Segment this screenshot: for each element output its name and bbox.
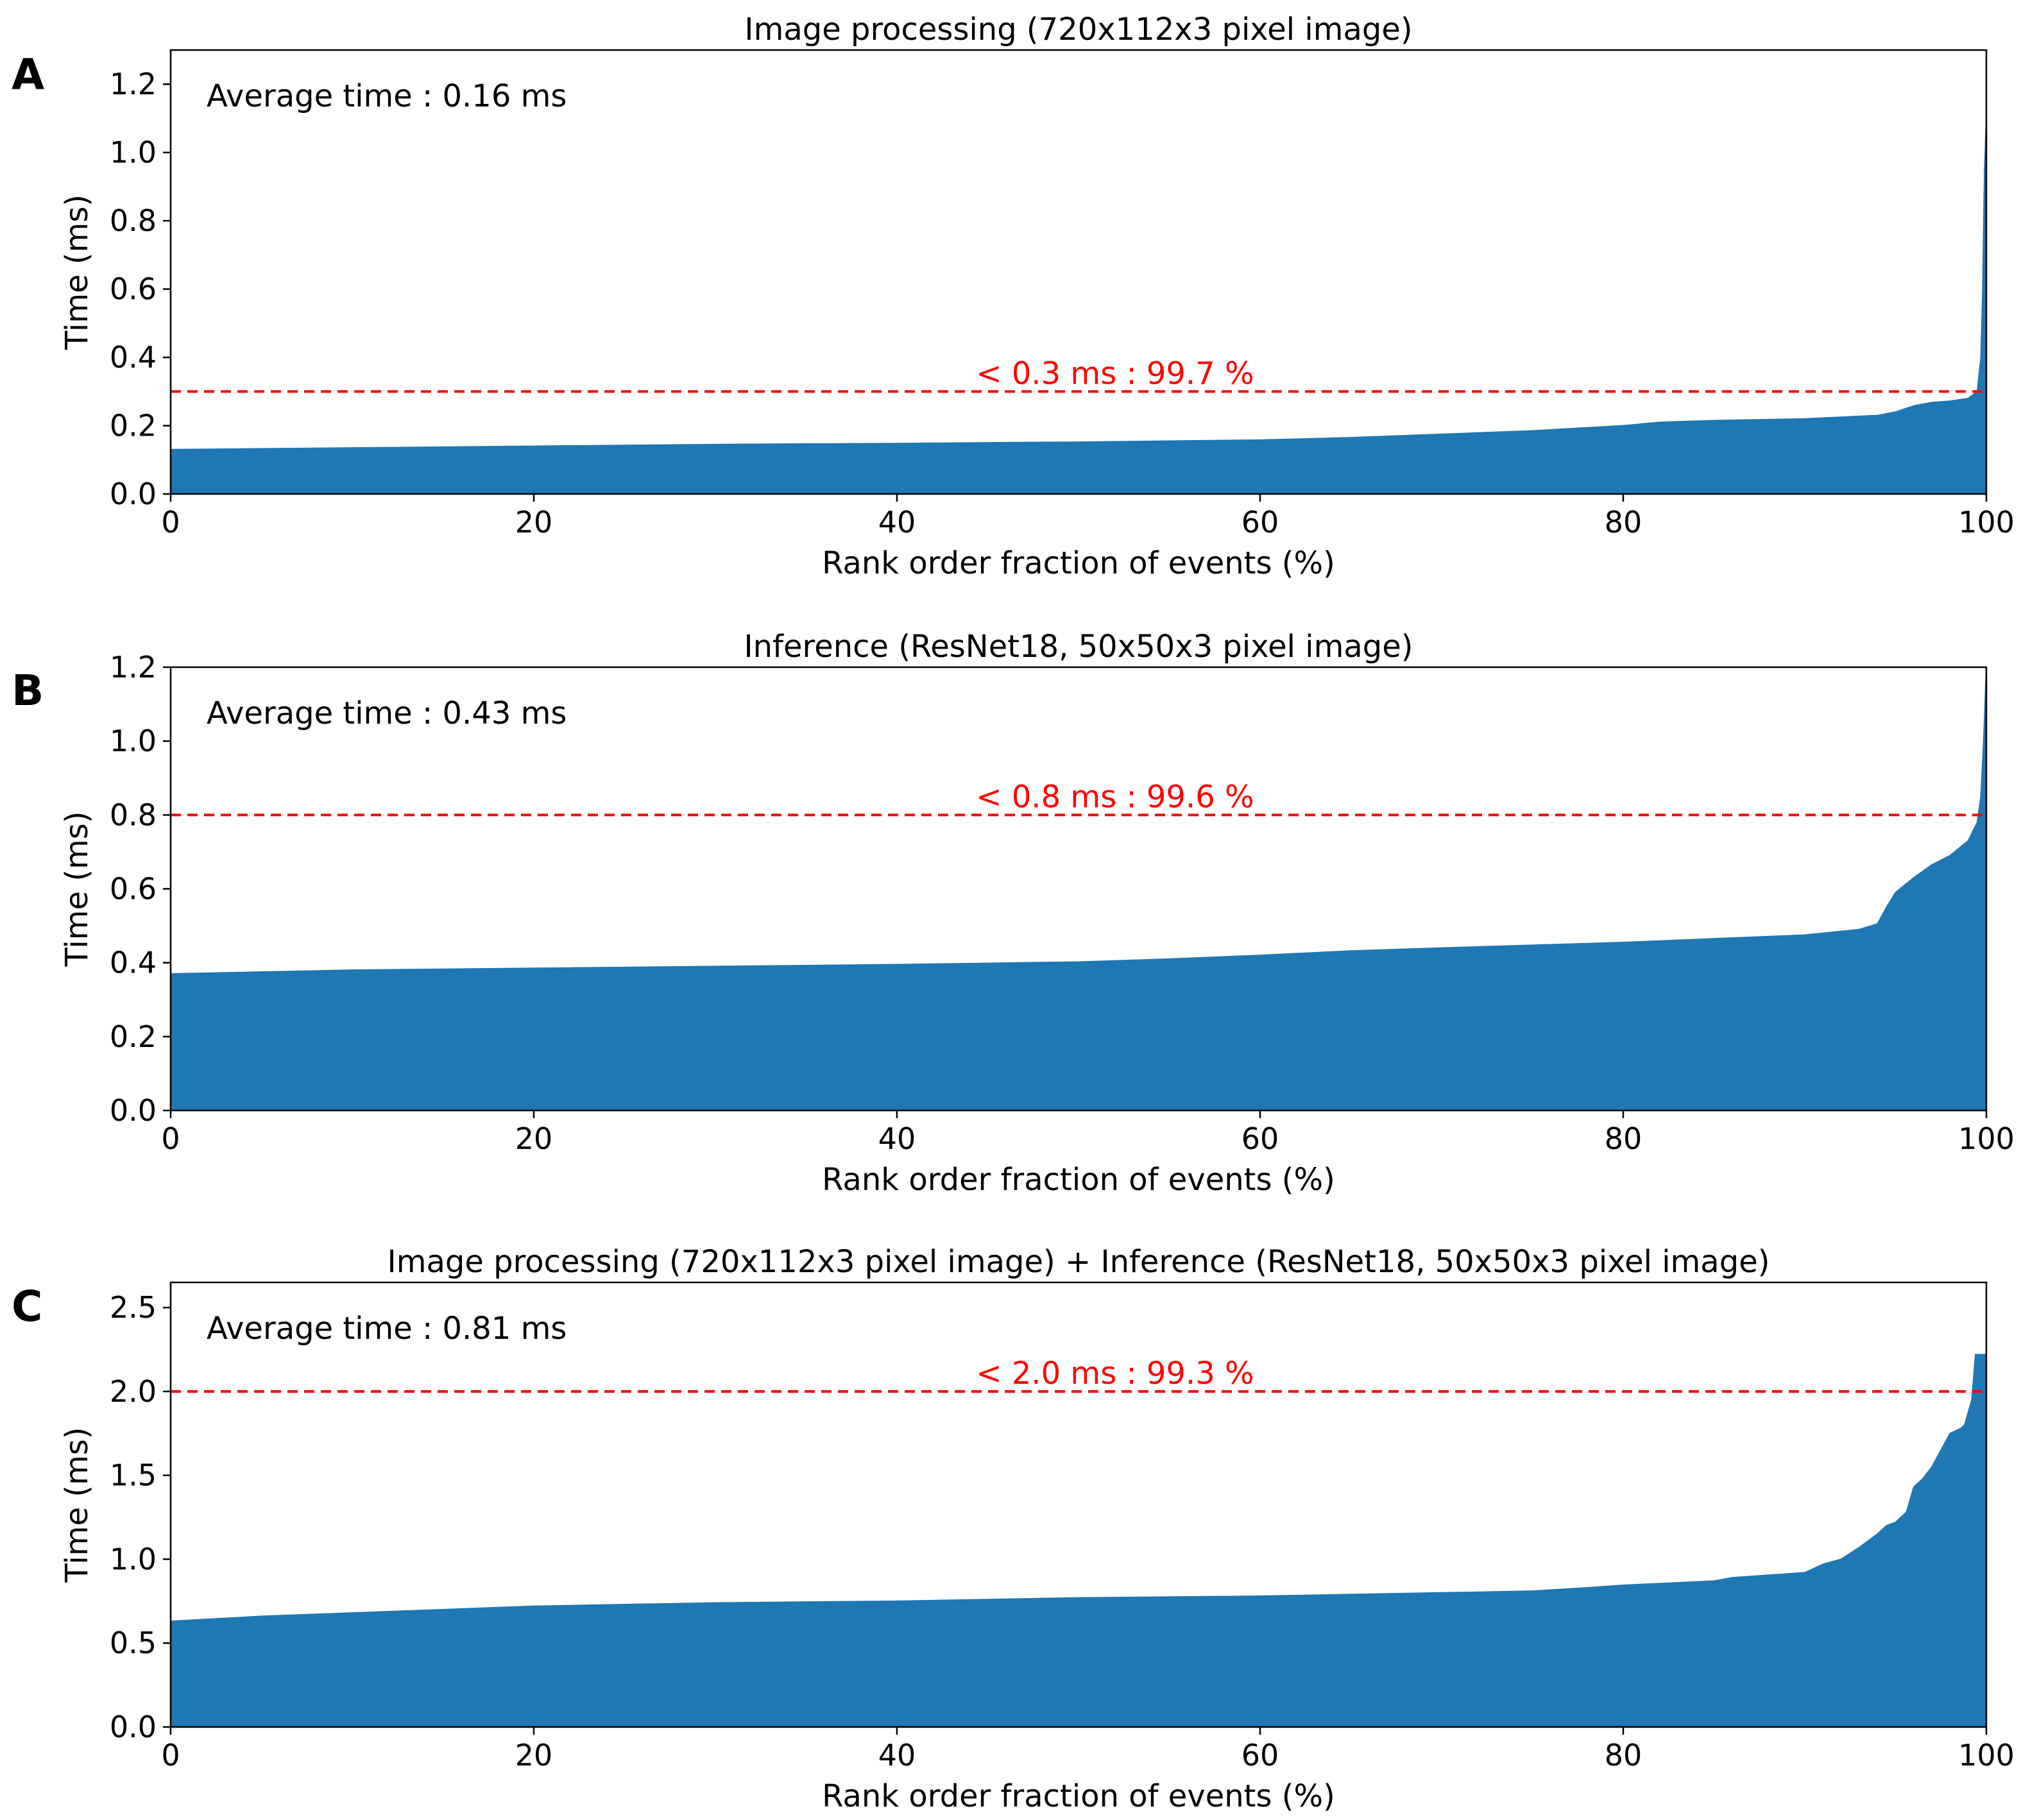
y-tick-label: 1.0 <box>110 135 157 170</box>
x-tick-label: 80 <box>1605 1738 1642 1773</box>
y-tick-label: 2.0 <box>110 1374 157 1409</box>
x-tick-label: 60 <box>1241 1121 1279 1156</box>
panel-c: C Image processing (720x112x3 pixel image… <box>12 1244 2015 1814</box>
y-tick-label: 0.4 <box>110 340 157 375</box>
x-tick-label: 100 <box>1958 1121 2015 1156</box>
y-tick-label: 0.2 <box>110 409 157 443</box>
x-tick-label: 20 <box>515 1738 553 1773</box>
x-tick-label: 20 <box>515 505 553 540</box>
x-tick-label: 80 <box>1605 505 1642 540</box>
threshold-label: < 0.8 ms : 99.6 % <box>976 779 1254 815</box>
y-tick-label: 0.2 <box>110 1019 157 1054</box>
chart-title: Image processing (720x112x3 pixel image)… <box>388 1244 1770 1280</box>
x-tick-label: 0 <box>161 1738 180 1773</box>
y-tick-label: 1.2 <box>110 650 157 685</box>
y-tick-label: 2.5 <box>110 1290 157 1325</box>
average-time-label: Average time : 0.43 ms <box>207 695 567 731</box>
x-axis-label: Rank order fraction of events (%) <box>822 1778 1335 1814</box>
y-tick-label: 1.0 <box>110 1542 157 1576</box>
y-axis-label: Time (ms) <box>59 194 95 350</box>
x-axis-label: Rank order fraction of events (%) <box>822 545 1335 581</box>
y-tick-label: 0.6 <box>110 872 157 906</box>
y-tick-label: 0.4 <box>110 946 157 980</box>
panel-a: A Image processing (720x112x3 pixel image… <box>12 12 2015 581</box>
x-tick-label: 60 <box>1241 505 1279 540</box>
panel-b: B Inference (ResNet18, 50x50x3 pixel imag… <box>12 629 2015 1198</box>
y-tick-label: 0.8 <box>110 203 157 238</box>
threshold-label: < 2.0 ms : 99.3 % <box>976 1356 1254 1391</box>
area-series <box>170 1354 1987 1728</box>
y-tick-label: 0.0 <box>110 1093 157 1128</box>
x-tick-label: 100 <box>1958 1738 2015 1773</box>
x-tick-label: 0 <box>161 1121 180 1156</box>
panel-letter: B <box>12 666 44 715</box>
x-tick-label: 80 <box>1605 1121 1642 1156</box>
x-tick-label: 100 <box>1958 505 2015 540</box>
y-axis-label: Time (ms) <box>59 1427 95 1583</box>
x-tick-label: 20 <box>515 1121 553 1156</box>
y-tick-label: 1.5 <box>110 1458 157 1493</box>
x-tick-label: 40 <box>878 1121 916 1156</box>
x-tick-label: 0 <box>161 505 180 540</box>
average-time-label: Average time : 0.81 ms <box>207 1311 567 1347</box>
y-tick-label: 0.0 <box>110 1710 157 1744</box>
plot-frame <box>169 1281 1988 1728</box>
plot-frame <box>169 49 1988 495</box>
y-tick-label: 0.6 <box>110 272 157 307</box>
y-tick-label: 1.0 <box>110 724 157 758</box>
y-tick-label: 0.8 <box>110 797 157 832</box>
panel-letter: C <box>12 1282 42 1331</box>
area-series <box>170 667 1987 1111</box>
x-axis-label: Rank order fraction of events (%) <box>822 1162 1335 1198</box>
y-axis-label: Time (ms) <box>59 812 95 967</box>
chart-title: Inference (ResNet18, 50x50x3 pixel image… <box>744 629 1413 665</box>
y-tick-label: 1.2 <box>110 67 157 101</box>
x-tick-label: 60 <box>1241 1738 1279 1773</box>
panel-letter: A <box>12 50 44 99</box>
threshold-label: < 0.3 ms : 99.7 % <box>976 355 1254 391</box>
x-tick-label: 40 <box>878 505 916 540</box>
y-tick-label: 0.5 <box>110 1626 157 1660</box>
average-time-label: Average time : 0.16 ms <box>207 78 567 114</box>
x-tick-label: 40 <box>878 1738 916 1773</box>
area-series <box>170 118 1987 495</box>
chart-title: Image processing (720x112x3 pixel image) <box>744 12 1412 47</box>
y-tick-label: 0.0 <box>110 477 157 511</box>
